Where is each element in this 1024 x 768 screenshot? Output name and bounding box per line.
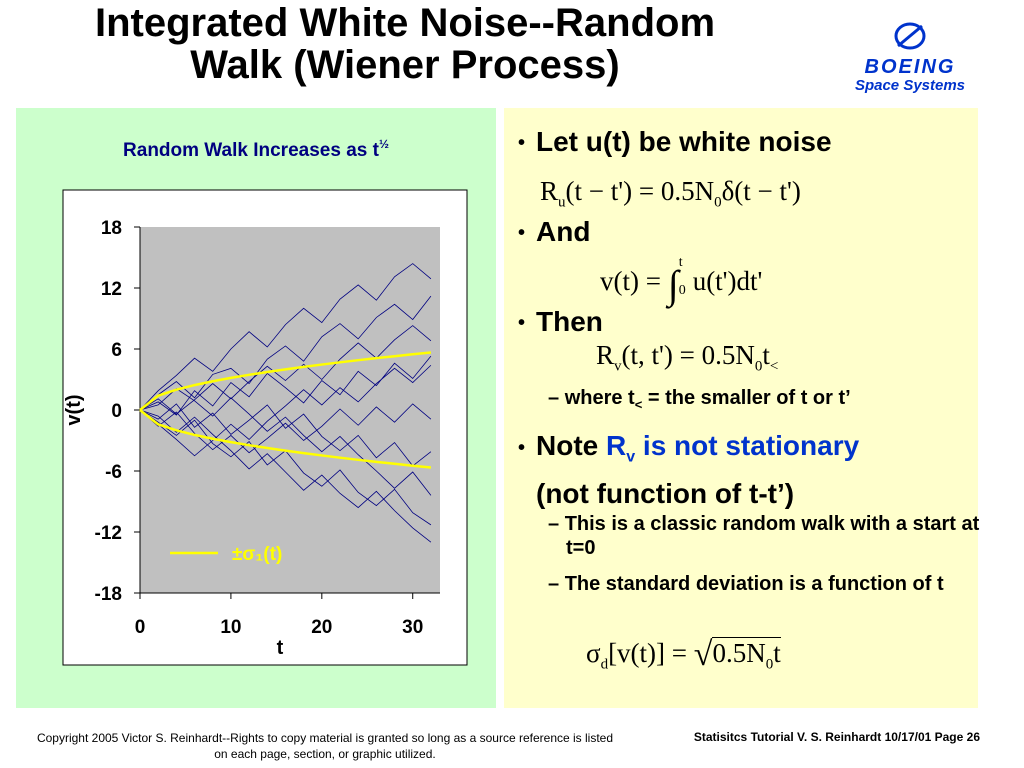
bullet: • Note Rv is not stationary (not function … [518, 430, 860, 509]
eq-part: R [596, 340, 615, 370]
series-line [139, 388, 432, 496]
bullet-text: (not function of t-t’) [536, 477, 795, 509]
bullet-text: Let u(t) be white noise [536, 126, 832, 157]
y-tick-label: -18 [95, 584, 122, 605]
series-line [139, 351, 432, 411]
sub-bullet-text: The standard deviation is a function of … [564, 573, 944, 595]
x-axis-label: t [277, 637, 284, 659]
equation: Ru(t − t') = 0.5N0δ(t − t') [540, 176, 801, 211]
footer-page: Statisitcs Tutorial V. S. Reinhardt 10/1… [693, 730, 980, 744]
eq-sub: < [769, 358, 779, 375]
chart-title-superscript: ½ [379, 137, 389, 151]
x-tick-label: 30 [402, 617, 423, 638]
sub-bullet: – The standard deviation is a function o… [548, 573, 944, 595]
equation: σd[v(t)] = √0.5N0t [586, 636, 781, 673]
series-line [139, 325, 432, 415]
eq-part: (t, t') = 0.5N [621, 340, 755, 370]
x-tick-label: 20 [311, 617, 332, 638]
series-line [139, 409, 432, 469]
plot-area [140, 227, 440, 593]
series-line [139, 403, 432, 454]
series-line [139, 403, 432, 467]
eq-sub: v [614, 358, 622, 375]
equation: Rv(t, t') = 0.5N0t< [596, 340, 778, 375]
eq-sub: 0 [754, 358, 763, 375]
x-tick-label: 0 [135, 617, 146, 638]
chart-panel: Random Walk Increases as t½ v(t) t -18 -1… [16, 108, 496, 708]
logo-icon [894, 22, 926, 50]
y-tick-label: 0 [111, 401, 122, 422]
title-line: Walk (Wiener Process) [190, 43, 620, 87]
eq-part: t [773, 638, 781, 668]
eq-part: (t − t') = 0.5N [565, 176, 715, 206]
chart-title-text: Random Walk Increases as t [123, 140, 380, 161]
sub-bullet-text: where t [564, 387, 635, 409]
eq-part: v(t) = [600, 266, 668, 296]
sub-bullet-text: This is a classic random walk with a sta… [564, 513, 980, 559]
y-tick-label: 12 [101, 279, 122, 300]
bullet: • And [518, 216, 591, 247]
chart: Random Walk Increases as t½ v(t) t -18 -1… [62, 137, 468, 666]
eq-integral: ∫ [667, 262, 679, 307]
eq-part: δ(t − t') [721, 176, 801, 206]
y-tick-label: -12 [95, 523, 122, 544]
bullet: • Let u(t) be white noise [518, 126, 832, 157]
eq-part: t [762, 340, 770, 370]
bullet-text: Note [536, 430, 606, 461]
sub-bullet: – where t< = the smaller of t or t’ [548, 387, 851, 412]
bullet: • Then [518, 306, 603, 337]
eq-sub: 0 [714, 194, 722, 211]
eq-sup: t [678, 255, 683, 270]
slide-title: Integrated White Noise--Random Walk (Wie… [20, 2, 790, 86]
sub-bullet-sub: < [634, 397, 643, 412]
series-line [139, 409, 432, 543]
text-panel: • Let u(t) be white noise Ru(t − t') = 0.… [504, 108, 979, 708]
bullet-text: is not stationary [635, 430, 860, 461]
bullet-text: R [606, 430, 627, 461]
equation: v(t) = ∫ t 0 u(t')dt' [600, 256, 762, 308]
x-tick-label: 10 [220, 617, 241, 638]
bullet-text: And [536, 216, 591, 247]
sub-bullet-text: = the smaller of t or t’ [642, 387, 851, 409]
bullet-text: Then [536, 306, 603, 337]
y-tick-label: 18 [101, 218, 122, 239]
eq-sub: 0 [765, 656, 774, 673]
eq-radicand: 0.5N0t [712, 637, 781, 672]
logo-subtext: Space Systems [854, 77, 966, 94]
title-line: Integrated White Noise--Random [94, 1, 716, 45]
eq-part: σ [586, 638, 601, 668]
eq-sub: 0 [678, 283, 686, 298]
eq-part: [v(t)] = [608, 638, 694, 668]
series-line [139, 364, 432, 457]
footer-copyright: Copyright 2005 Victor S. Reinhardt--Righ… [36, 731, 614, 761]
y-axis-label: v(t) [63, 394, 85, 425]
eq-part: 0.5N [712, 638, 766, 668]
eq-part: u(t')dt' [692, 266, 763, 296]
sub-bullet: – This is a classic random walk with a s… [548, 513, 980, 559]
logo: BOEING Space Systems [840, 20, 980, 94]
y-tick-label: -6 [105, 462, 122, 483]
series-line [139, 295, 432, 411]
logo-text: BOEING [864, 56, 956, 78]
bullet-sub: v [626, 448, 636, 466]
eq-part: R [540, 176, 559, 206]
y-tick-label: 6 [111, 340, 122, 361]
chart-title: Random Walk Increases as t½ [123, 137, 389, 161]
series-line [139, 263, 432, 411]
eq-sub: d [600, 656, 609, 673]
eq-sub: u [558, 194, 566, 211]
legend-label: ±σ₁(t) [232, 544, 282, 565]
